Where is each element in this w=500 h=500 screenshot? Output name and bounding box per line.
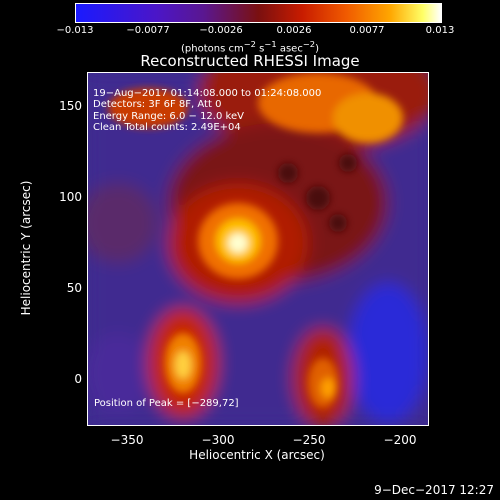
x-tick: −250 [292, 433, 326, 447]
x-tick: −200 [383, 433, 417, 447]
clean-counts-text: Clean Total counts: 2.49E+04 [93, 122, 241, 133]
colorbar-tick: −0.0026 [199, 25, 243, 36]
y-tick: 100 [59, 190, 82, 204]
colorbar-tick: 0.013 [425, 25, 455, 36]
rhessi-image [87, 72, 429, 426]
y-axis-label: Heliocentric Y (arcsec) [19, 180, 33, 316]
time-range-text: 19−Aug−2017 01:14:08.000 to 01:24:08.000 [93, 88, 322, 99]
timestamp: 9−Dec−2017 12:27 [374, 483, 494, 497]
y-tick: 150 [59, 99, 82, 113]
colorbar-tick: 0.0077 [349, 25, 385, 36]
colorbar-units: (photons cm−2 s−1 asec−2) [180, 39, 320, 55]
colorbar-tick: −0.0077 [126, 25, 170, 36]
colorbar-tick: −0.013 [56, 25, 94, 36]
y-tick: 50 [66, 281, 82, 295]
image-title: Reconstructed RHESSI Image [140, 52, 360, 70]
peak-position-text: Position of Peak = [−289,72] [94, 398, 239, 409]
detectors-text: Detectors: 3F 6F 8F, Att 0 [93, 99, 222, 110]
x-tick: −300 [201, 433, 235, 447]
y-tick: 0 [74, 372, 82, 386]
x-axis-label: Heliocentric X (arcsec) [189, 448, 325, 462]
x-tick: −350 [110, 433, 144, 447]
colorbar-tick: 0.0026 [276, 25, 312, 36]
colorbar [75, 3, 442, 23]
energy-range-text: Energy Range: 6.0 − 12.0 keV [93, 111, 244, 122]
